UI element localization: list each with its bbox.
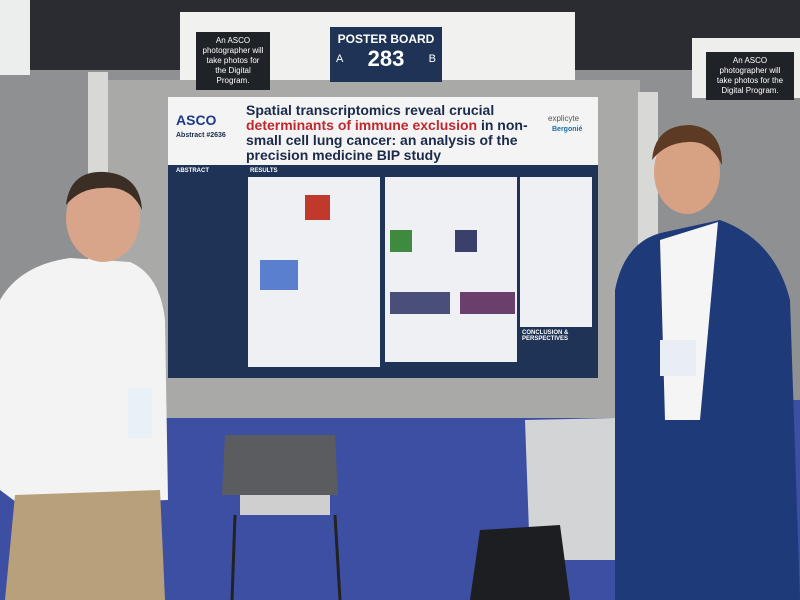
sign-row: A 283 B	[330, 46, 442, 72]
person-right-head	[654, 130, 720, 214]
chair	[222, 435, 338, 495]
person-right-jacket	[615, 220, 800, 600]
board-number: 283	[367, 46, 405, 71]
sign-label: POSTER BOARD	[337, 32, 435, 46]
hair	[652, 125, 722, 165]
chair	[525, 418, 620, 560]
title-part: Spatial transcriptomics reveal crucial	[246, 102, 495, 118]
person-left-shirt	[0, 258, 168, 505]
section-heading: CONCLUSION & PERSPECTIVES	[522, 330, 569, 342]
heatmap	[260, 260, 298, 290]
tissue-image	[460, 292, 515, 314]
side-a: A	[336, 53, 344, 65]
backpack	[470, 525, 570, 600]
chair-seat	[240, 495, 330, 515]
result-panel	[520, 177, 592, 327]
badge	[660, 340, 696, 376]
result-panel	[385, 177, 517, 362]
poster-title: Spatial transcriptomics reveal crucial d…	[246, 103, 546, 163]
chair-leg	[333, 514, 342, 600]
person-left-head	[66, 174, 140, 262]
title-part: of immune exclusion	[337, 117, 478, 133]
person-left-trousers	[5, 490, 165, 600]
tissue-image	[390, 292, 450, 314]
title-part: determinants	[246, 117, 334, 133]
poster-logo: ASCO	[176, 112, 217, 128]
poster-board-sign: POSTER BOARD A 283 B	[330, 27, 442, 82]
heatmap	[305, 195, 330, 220]
sponsor: Bergonié	[552, 126, 583, 133]
tissue-image	[455, 230, 477, 252]
title-part: in non-small cell lung cancer: an analys…	[246, 117, 528, 163]
notice-sign: An ASCO photographer will take photos fo…	[196, 32, 270, 90]
abstract-number: Abstract #2636	[176, 132, 226, 139]
section-heading: RESULTS	[250, 168, 278, 174]
chair-leg	[230, 514, 237, 600]
sponsor: explicyte	[548, 114, 580, 123]
notice-sign: An ASCO photographer will take photos fo…	[706, 52, 794, 100]
badge	[128, 388, 152, 438]
tissue-image	[390, 230, 412, 252]
sign-panel	[0, 0, 30, 75]
side-b: B	[428, 53, 436, 65]
poster-header	[168, 97, 598, 165]
section-heading: ABSTRACT	[176, 168, 209, 174]
hair	[66, 171, 142, 210]
